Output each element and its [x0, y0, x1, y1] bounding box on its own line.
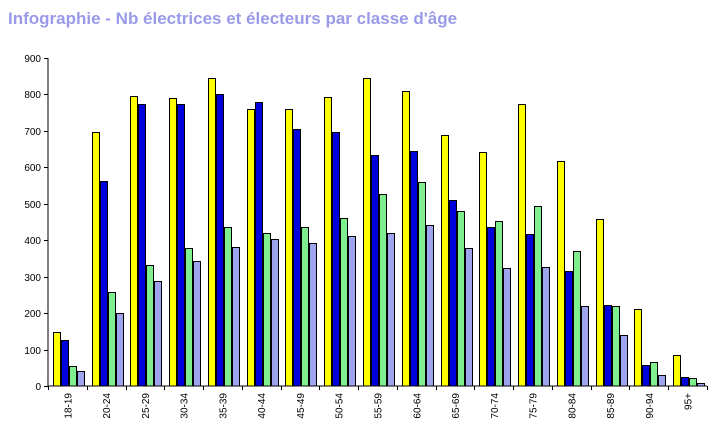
bar-20-24-s3: [116, 313, 124, 387]
bar-50-54-s3: [348, 236, 356, 387]
y-tick-label: 500: [24, 200, 41, 211]
bar-70-74-s2: [495, 221, 503, 387]
bar-85-89-s1: [604, 305, 612, 387]
y-tick-label: 800: [24, 90, 41, 101]
bar-95+-s1: [681, 377, 689, 387]
bar-60-64-s0: [402, 91, 410, 387]
y-tick-label: 300: [24, 273, 41, 284]
bar-35-39-s3: [232, 247, 240, 387]
bar-50-54-s2: [340, 218, 348, 387]
bar-60-64-s1: [410, 151, 418, 387]
y-tick-label: 900: [24, 54, 41, 65]
x-tick-label: 50-54: [335, 393, 346, 419]
bar-70-74-s0: [479, 152, 487, 387]
x-tick-label: 35-39: [218, 393, 229, 419]
bar-80-84-s0: [557, 161, 565, 387]
bar-60-64-s3: [426, 225, 434, 387]
x-tick-label: 85-89: [606, 393, 617, 419]
bar-30-34-s3: [193, 261, 201, 387]
bar-18-19-s2: [69, 366, 77, 387]
bar-65-69-s2: [457, 211, 465, 387]
x-tick-label: 45-49: [296, 393, 307, 419]
bar-35-39-s0: [208, 78, 216, 387]
bar-60-64-s2: [418, 182, 426, 387]
bar-70-74-s1: [487, 227, 495, 387]
bar-30-34-s0: [169, 98, 177, 387]
bar-55-59-s3: [387, 233, 395, 387]
bar-50-54-s1: [332, 132, 340, 387]
bar-80-84-s2: [573, 251, 581, 387]
bar-70-74-s3: [503, 268, 511, 387]
bar-85-89-s3: [620, 335, 628, 387]
x-tick-label: 95+: [684, 393, 695, 410]
bar-25-29-s1: [138, 104, 146, 387]
bar-75-79-s1: [526, 234, 534, 387]
bar-85-89-s2: [612, 306, 620, 387]
bar-65-69-s0: [441, 135, 449, 387]
bar-80-84-s3: [581, 306, 589, 387]
y-tick-label: 600: [24, 163, 41, 174]
bar-75-79-s3: [542, 267, 550, 387]
bar-45-49-s3: [309, 243, 317, 387]
y-tick-label: 200: [24, 309, 41, 320]
chart-title: Infographie - Nb électrices et électeurs…: [8, 9, 458, 28]
bar-25-29-s3: [154, 281, 162, 387]
bar-40-44-s2: [263, 233, 271, 387]
x-tick-label: 20-24: [102, 393, 113, 419]
bar-30-34-s2: [185, 248, 193, 387]
x-tick-label: 70-74: [490, 393, 501, 419]
x-tick-label: 25-29: [141, 393, 152, 419]
y-tick-label: 700: [24, 127, 41, 138]
x-tick-label: 18-19: [63, 393, 74, 419]
bar-40-44-s0: [247, 109, 255, 387]
bar-25-29-s2: [146, 265, 154, 387]
bar-20-24-s1: [100, 181, 108, 387]
bar-20-24-s2: [108, 292, 116, 387]
bar-90-94-s3: [658, 375, 666, 387]
y-tick-label: 400: [24, 236, 41, 247]
y-tick-label: 100: [24, 346, 41, 357]
bar-45-49-s1: [293, 129, 301, 387]
bar-80-84-s1: [565, 271, 573, 387]
x-tick-label: 90-94: [645, 393, 656, 419]
bar-35-39-s2: [224, 227, 232, 387]
bar-35-39-s1: [216, 94, 224, 387]
bar-65-69-s3: [465, 248, 473, 387]
bar-55-59-s1: [371, 155, 379, 387]
bar-75-79-s0: [518, 104, 526, 387]
bar-50-54-s0: [324, 97, 332, 387]
bar-45-49-s2: [301, 227, 309, 387]
x-tick-label: 60-64: [412, 393, 423, 419]
x-tick-label: 65-69: [451, 393, 462, 419]
bar-45-49-s0: [285, 109, 293, 387]
x-tick-label: 40-44: [257, 393, 268, 419]
bar-85-89-s0: [596, 219, 604, 387]
bar-30-34-s1: [177, 104, 185, 387]
bar-18-19-s1: [61, 340, 69, 387]
bar-65-69-s1: [449, 200, 457, 387]
x-tick-label: 30-34: [180, 393, 191, 419]
bar-20-24-s0: [92, 132, 100, 387]
bar-95+-s0: [673, 355, 681, 387]
bar-95+-s3: [697, 383, 705, 387]
bar-55-59-s2: [379, 194, 387, 387]
bar-40-44-s3: [271, 239, 279, 387]
bar-18-19-s3: [77, 371, 85, 387]
bar-90-94-s0: [634, 309, 642, 387]
bar-95+-s2: [689, 378, 697, 387]
bar-40-44-s1: [255, 102, 263, 387]
y-tick-label: 0: [35, 382, 41, 393]
bar-25-29-s0: [130, 96, 138, 387]
x-tick-label: 75-79: [529, 393, 540, 419]
bar-90-94-s2: [650, 362, 658, 387]
x-tick-label: 80-84: [567, 393, 578, 419]
bar-55-59-s0: [363, 78, 371, 387]
bar-75-79-s2: [534, 206, 542, 387]
bar-90-94-s1: [642, 365, 650, 387]
x-tick-label: 55-59: [374, 393, 385, 419]
bar-18-19-s0: [53, 332, 61, 387]
